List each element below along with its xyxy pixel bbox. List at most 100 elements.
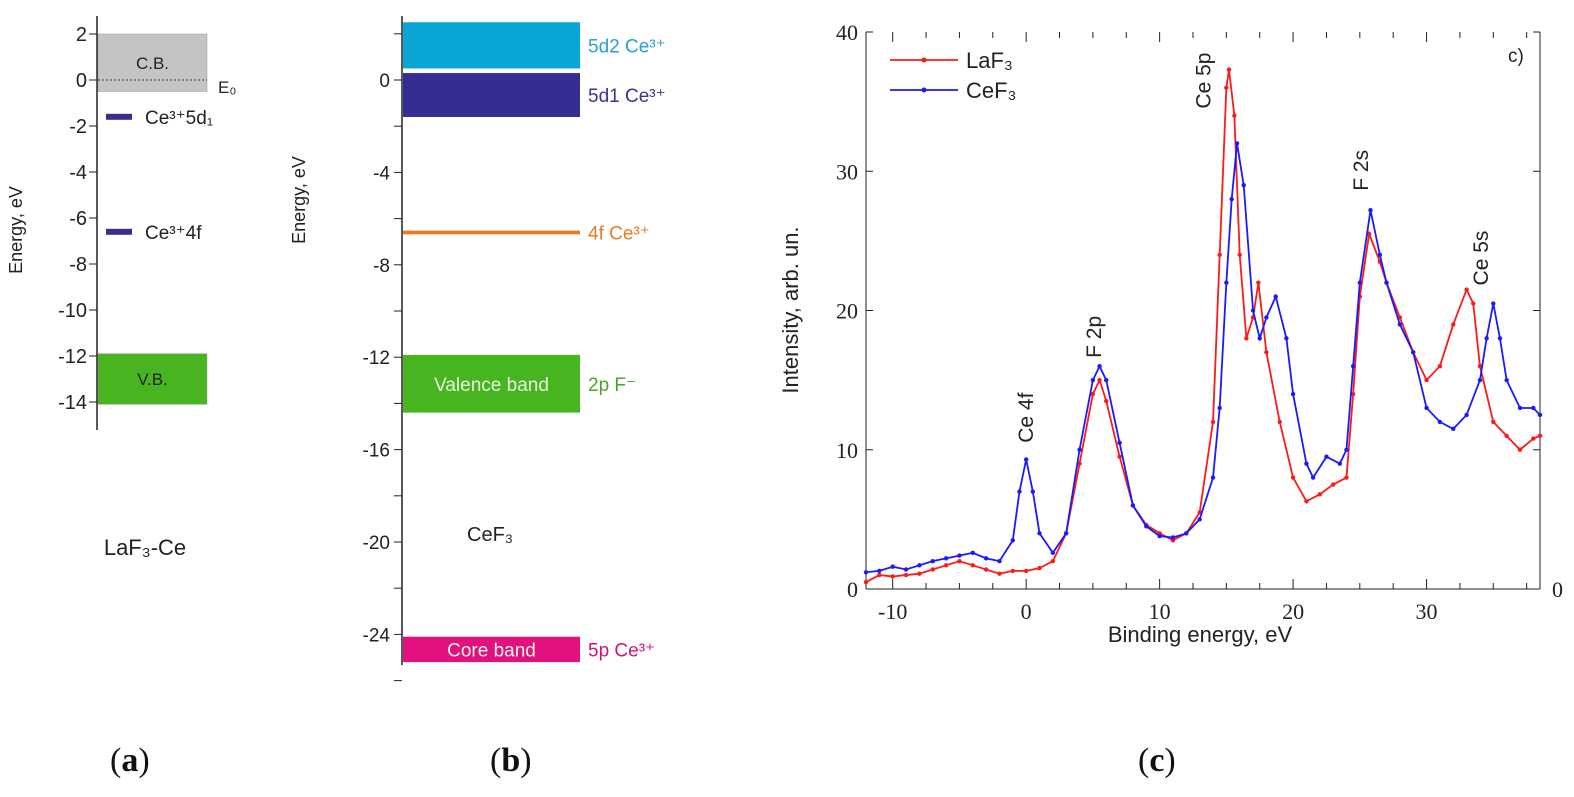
- data-point: [1477, 364, 1483, 369]
- data-point: [1304, 499, 1309, 504]
- y-tick-label: 0: [76, 70, 87, 92]
- panel-label-b: (b): [490, 742, 532, 779]
- y-tick-label: -8: [373, 256, 390, 277]
- y-tick-label: 40: [836, 20, 858, 45]
- data-point: [1117, 454, 1122, 459]
- data-point: [1384, 280, 1389, 285]
- data-point: [1357, 280, 1363, 285]
- data-point: [1350, 391, 1356, 397]
- y-tick-label: -8: [69, 254, 87, 276]
- data-point: [890, 564, 895, 569]
- data-point: [970, 563, 975, 568]
- band-1: [403, 73, 580, 117]
- level-mark-0: [106, 113, 132, 120]
- band-label: 2p F⁻: [588, 375, 636, 396]
- data-point: [1090, 391, 1096, 397]
- data-point: [1517, 447, 1523, 452]
- data-point: [1097, 364, 1102, 369]
- data-point: [1484, 336, 1489, 341]
- data-point: [917, 563, 922, 568]
- data-point: [1290, 475, 1296, 480]
- x-tick-label: 10: [1149, 599, 1171, 624]
- data-point: [930, 558, 935, 564]
- panel-letter-c: c: [1149, 742, 1165, 779]
- band-label: V.B.: [137, 370, 168, 389]
- legend-label: LaF₃: [966, 48, 1013, 73]
- data-point: [1224, 280, 1229, 285]
- data-point: [1250, 308, 1256, 313]
- data-point: [1097, 377, 1102, 383]
- data-point: [1232, 113, 1237, 118]
- data-point: [890, 574, 895, 579]
- data-point: [1477, 377, 1483, 383]
- x-tick-label: 20: [1282, 599, 1304, 624]
- material-label: LaF₃-Ce: [104, 535, 186, 560]
- y-tick-label: -12: [58, 346, 87, 368]
- data-point: [877, 572, 882, 578]
- level-label: Ce³⁺4f: [145, 223, 202, 244]
- band-0: [97, 33, 208, 92]
- data-point: [1050, 550, 1056, 555]
- y-tick-label: -4: [69, 162, 87, 184]
- data-point: [1537, 433, 1543, 439]
- data-point: [1491, 301, 1496, 306]
- data-point: [863, 570, 869, 575]
- data-point: [1504, 377, 1509, 383]
- data-point: [1290, 391, 1296, 397]
- data-point: [1504, 433, 1509, 439]
- x-axis-label: Binding energy, eV: [1108, 622, 1293, 647]
- data-point: [1424, 405, 1429, 411]
- data-point: [1117, 440, 1122, 445]
- data-point: [877, 568, 882, 574]
- data-point: [983, 567, 989, 572]
- data-point: [1377, 252, 1383, 257]
- data-point: [1531, 405, 1536, 411]
- band-0: [403, 22, 580, 69]
- data-point: [1090, 377, 1096, 383]
- data-point: [1237, 252, 1242, 257]
- data-point: [1023, 457, 1029, 462]
- data-point: [1257, 336, 1262, 341]
- data-point: [1337, 461, 1343, 466]
- legend-marker: [921, 87, 927, 93]
- data-point: [1310, 475, 1316, 480]
- data-point: [970, 550, 975, 555]
- band-inner-label: Core band: [447, 640, 536, 661]
- data-point: [1497, 336, 1503, 341]
- y-tick-label: -2: [69, 116, 87, 138]
- x-tick-label: 0: [1021, 599, 1032, 624]
- data-point: [1210, 475, 1216, 480]
- y-tick-label: 20: [836, 299, 858, 324]
- data-point: [1217, 405, 1222, 411]
- data-point: [930, 567, 935, 572]
- data-point: [1063, 531, 1069, 536]
- data-point: [1264, 315, 1269, 320]
- x-tick-label: 30: [1416, 599, 1438, 624]
- band-1: [97, 353, 208, 405]
- band-label: 4f Ce³⁺: [588, 223, 650, 244]
- data-point: [1184, 531, 1189, 536]
- band-label: 5p Ce³⁺: [588, 640, 655, 661]
- data-point: [1241, 182, 1246, 188]
- data-point: [1350, 364, 1356, 369]
- x-tick-label: -10: [878, 599, 907, 624]
- data-point: [943, 556, 949, 561]
- data-point: [1464, 412, 1469, 418]
- band-2: [403, 230, 580, 235]
- data-point: [1273, 294, 1278, 299]
- data-point: [1010, 538, 1016, 543]
- series-line: [865, 143, 1541, 574]
- data-point: [903, 567, 909, 572]
- data-point: [1368, 208, 1373, 213]
- peak-annotation: Ce 5s: [1470, 231, 1493, 286]
- y-tick-label: 30: [836, 159, 858, 184]
- data-point: [1437, 419, 1443, 425]
- material-label: CeF₃: [467, 524, 513, 546]
- data-point: [1210, 419, 1216, 425]
- data-point: [997, 571, 1002, 576]
- data-point: [1451, 322, 1456, 327]
- data-point: [1344, 475, 1349, 480]
- y-axis-label: Energy, eV: [289, 156, 309, 244]
- y-tick-label: -14: [58, 392, 87, 414]
- data-point: [1424, 377, 1429, 383]
